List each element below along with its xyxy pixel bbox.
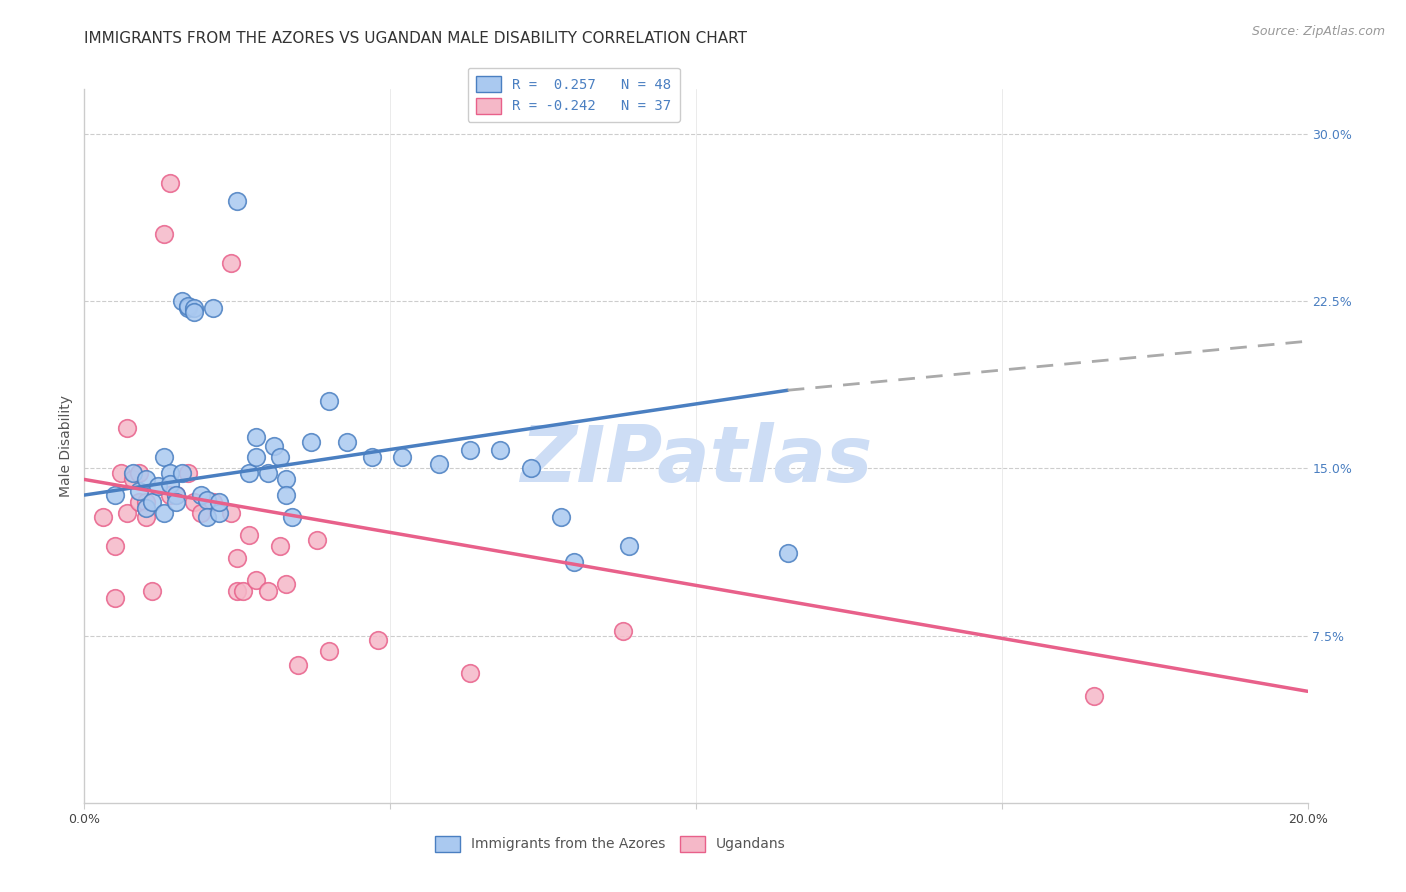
- Point: [153, 227, 176, 241]
- Point: [276, 488, 298, 502]
- Point: [115, 421, 138, 435]
- Point: [269, 450, 291, 464]
- Point: [135, 473, 157, 487]
- Point: [190, 506, 212, 520]
- Point: [135, 501, 157, 516]
- Point: [172, 466, 194, 480]
- Point: [177, 301, 200, 315]
- Point: [195, 492, 218, 507]
- Point: [360, 450, 382, 464]
- Point: [153, 450, 176, 464]
- Point: [318, 644, 340, 658]
- Point: [1083, 689, 1105, 703]
- Point: [177, 466, 200, 480]
- Point: [135, 494, 157, 508]
- Point: [299, 434, 322, 449]
- Point: [232, 583, 254, 598]
- Point: [367, 633, 389, 648]
- Point: [183, 301, 205, 315]
- Point: [183, 494, 205, 508]
- Point: [165, 488, 187, 502]
- Point: [245, 573, 267, 587]
- Point: [208, 506, 231, 520]
- Point: [562, 555, 585, 569]
- Point: [226, 550, 249, 565]
- Y-axis label: Male Disability: Male Disability: [59, 395, 73, 497]
- Point: [91, 510, 114, 524]
- Point: [305, 533, 328, 547]
- Point: [219, 506, 242, 520]
- Point: [238, 466, 260, 480]
- Point: [177, 298, 200, 312]
- Point: [110, 466, 132, 480]
- Point: [489, 443, 512, 458]
- Text: ZIPatlas: ZIPatlas: [520, 422, 872, 499]
- Point: [269, 539, 291, 553]
- Text: IMMIGRANTS FROM THE AZORES VS UGANDAN MALE DISABILITY CORRELATION CHART: IMMIGRANTS FROM THE AZORES VS UGANDAN MA…: [84, 31, 748, 46]
- Point: [104, 591, 127, 605]
- Point: [257, 466, 280, 480]
- Point: [153, 506, 176, 520]
- Point: [128, 494, 150, 508]
- Point: [128, 466, 150, 480]
- Point: [159, 488, 181, 502]
- Point: [612, 624, 634, 639]
- Point: [391, 450, 413, 464]
- Point: [190, 488, 212, 502]
- Point: [226, 194, 249, 208]
- Point: [104, 539, 127, 553]
- Point: [183, 305, 205, 319]
- Point: [458, 666, 481, 681]
- Point: [201, 301, 224, 315]
- Point: [318, 394, 340, 409]
- Point: [195, 510, 218, 524]
- Point: [115, 506, 138, 520]
- Point: [104, 488, 127, 502]
- Point: [776, 546, 799, 560]
- Point: [336, 434, 359, 449]
- Point: [159, 476, 181, 491]
- Point: [159, 466, 181, 480]
- Point: [427, 457, 450, 471]
- Point: [245, 430, 267, 444]
- Point: [128, 483, 150, 498]
- Point: [281, 510, 304, 524]
- Point: [458, 443, 481, 458]
- Point: [141, 583, 163, 598]
- Point: [520, 461, 543, 475]
- Point: [617, 539, 640, 553]
- Point: [276, 473, 298, 487]
- Point: [245, 450, 267, 464]
- Point: [287, 657, 309, 672]
- Point: [238, 528, 260, 542]
- Point: [122, 466, 145, 480]
- Point: [201, 494, 224, 508]
- Point: [276, 577, 298, 591]
- Point: [263, 439, 285, 453]
- Point: [257, 583, 280, 598]
- Point: [172, 293, 194, 308]
- Point: [550, 510, 572, 524]
- Point: [122, 473, 145, 487]
- Point: [226, 583, 249, 598]
- Text: Source: ZipAtlas.com: Source: ZipAtlas.com: [1251, 25, 1385, 38]
- Point: [135, 510, 157, 524]
- Point: [146, 479, 169, 493]
- Point: [141, 494, 163, 508]
- Point: [165, 488, 187, 502]
- Point: [219, 256, 242, 270]
- Point: [159, 176, 181, 190]
- Point: [208, 494, 231, 508]
- Legend: Immigrants from the Azores, Ugandans: Immigrants from the Azores, Ugandans: [427, 828, 794, 860]
- Point: [165, 494, 187, 508]
